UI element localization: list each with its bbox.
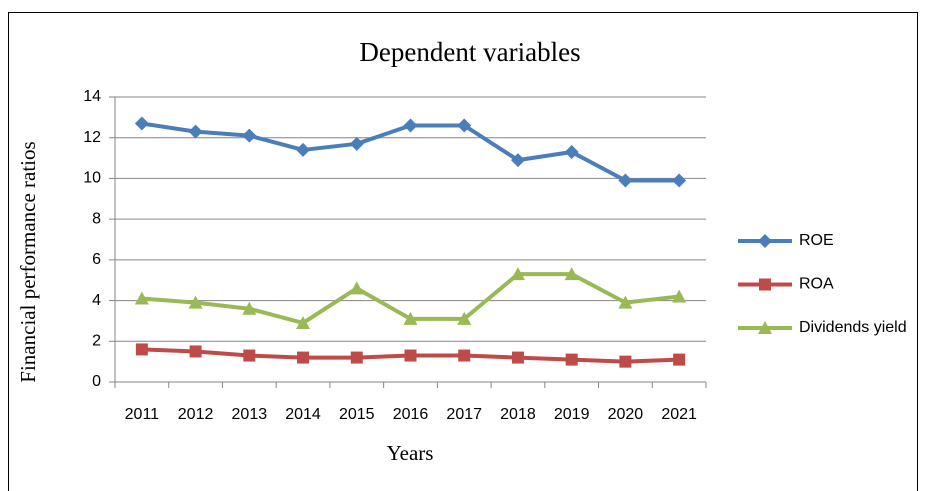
x-tick-label: 2018 bbox=[500, 406, 536, 423]
data-point bbox=[135, 343, 148, 356]
data-point bbox=[457, 118, 472, 133]
legend-label: Dividends yield bbox=[799, 319, 907, 336]
chart-title: Dependent variables bbox=[359, 37, 580, 67]
x-tick-label: 2017 bbox=[446, 406, 482, 423]
data-point bbox=[619, 355, 632, 368]
data-point bbox=[349, 281, 364, 295]
y-tick-label: 8 bbox=[92, 210, 101, 227]
data-point bbox=[403, 118, 418, 133]
legend-label: ROA bbox=[799, 276, 834, 293]
data-point bbox=[672, 173, 687, 188]
legend-marker bbox=[759, 278, 771, 291]
data-point bbox=[510, 267, 525, 281]
data-point bbox=[296, 142, 311, 157]
data-point bbox=[457, 311, 472, 325]
x-tick-label: 2016 bbox=[393, 406, 429, 423]
data-point bbox=[350, 351, 363, 364]
data-point bbox=[672, 289, 687, 303]
data-point bbox=[565, 353, 578, 366]
y-tick-label: 10 bbox=[83, 170, 101, 187]
x-axis-title: Years bbox=[387, 441, 434, 465]
x-tick-label: 2011 bbox=[125, 406, 160, 423]
legend-marker bbox=[758, 234, 772, 248]
data-point bbox=[297, 351, 310, 364]
data-point bbox=[618, 173, 633, 188]
y-axis-title: Financial performance ratios bbox=[16, 141, 40, 382]
data-point bbox=[242, 301, 257, 315]
x-tick-label: 2013 bbox=[232, 406, 268, 423]
data-point bbox=[510, 153, 525, 168]
data-point bbox=[134, 116, 149, 131]
data-point bbox=[242, 128, 257, 143]
data-point bbox=[403, 311, 418, 325]
x-tick-label: 2014 bbox=[285, 406, 321, 423]
data-point bbox=[618, 295, 633, 309]
y-tick-label: 6 bbox=[92, 251, 101, 268]
data-point bbox=[188, 124, 203, 139]
chart-border bbox=[8, 12, 918, 491]
data-point bbox=[673, 353, 686, 366]
x-tick-label: 2012 bbox=[178, 406, 214, 423]
x-tick-label: 2019 bbox=[554, 406, 590, 423]
data-point bbox=[511, 351, 524, 364]
data-point bbox=[189, 345, 202, 358]
x-tick-label: 2015 bbox=[339, 406, 375, 423]
y-tick-label: 12 bbox=[83, 129, 101, 146]
data-point bbox=[134, 291, 149, 305]
y-tick-label: 4 bbox=[92, 292, 101, 309]
data-point bbox=[564, 144, 579, 159]
x-tick-label: 2020 bbox=[608, 406, 644, 423]
y-tick-label: 2 bbox=[92, 333, 101, 350]
legend-label: ROE bbox=[799, 232, 834, 249]
data-point bbox=[404, 349, 417, 362]
data-point bbox=[564, 267, 579, 281]
y-tick-label: 14 bbox=[83, 88, 101, 105]
data-point bbox=[458, 349, 471, 362]
data-point bbox=[188, 295, 203, 309]
data-point bbox=[243, 349, 256, 362]
x-tick-label: 2021 bbox=[661, 406, 697, 423]
legend-marker bbox=[758, 321, 772, 334]
data-point bbox=[296, 315, 311, 329]
data-point bbox=[349, 136, 364, 151]
y-tick-label: 0 bbox=[92, 373, 101, 390]
